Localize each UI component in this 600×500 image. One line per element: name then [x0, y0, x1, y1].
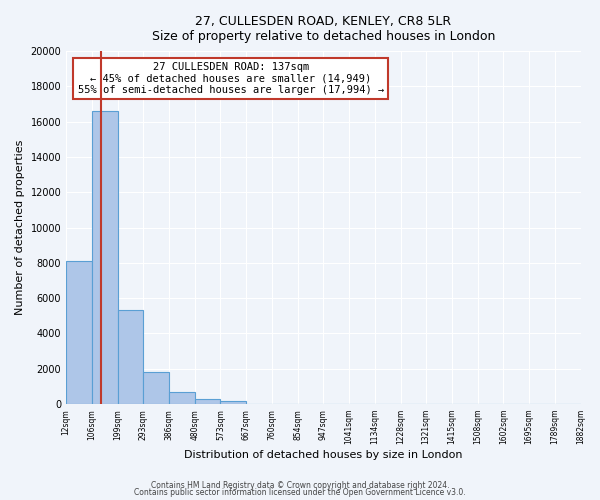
X-axis label: Distribution of detached houses by size in London: Distribution of detached houses by size … — [184, 450, 463, 460]
Bar — [143, 372, 169, 404]
Bar — [169, 392, 195, 404]
Title: 27, CULLESDEN ROAD, KENLEY, CR8 5LR
Size of property relative to detached houses: 27, CULLESDEN ROAD, KENLEY, CR8 5LR Size… — [152, 15, 495, 43]
Text: 27 CULLESDEN ROAD: 137sqm
← 45% of detached houses are smaller (14,949)
55% of s: 27 CULLESDEN ROAD: 137sqm ← 45% of detac… — [77, 62, 384, 95]
Bar — [92, 111, 118, 404]
Y-axis label: Number of detached properties: Number of detached properties — [15, 140, 25, 315]
Text: Contains public sector information licensed under the Open Government Licence v3: Contains public sector information licen… — [134, 488, 466, 497]
Bar — [66, 261, 92, 404]
Text: Contains HM Land Registry data © Crown copyright and database right 2024.: Contains HM Land Registry data © Crown c… — [151, 480, 449, 490]
Bar — [195, 398, 220, 404]
Bar — [220, 402, 247, 404]
Bar — [118, 310, 143, 404]
